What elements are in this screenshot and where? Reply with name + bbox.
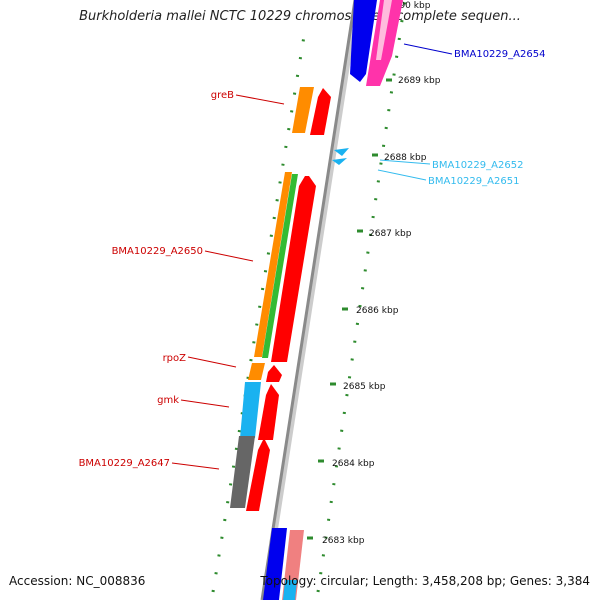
- leader-a2654: [403, 43, 453, 55]
- gene-blue-top[interactable]: [350, 0, 377, 82]
- gene-red-greb[interactable]: [310, 88, 331, 135]
- leader-a2650: [204, 250, 254, 262]
- leader-rpoz: [187, 356, 237, 368]
- tick-marks: [307, 78, 392, 540]
- leader-a2647: [171, 462, 220, 470]
- gene-red-gmk[interactable]: [258, 384, 279, 440]
- backbone-shadow: [261, 0, 360, 600]
- gene-label-greb[interactable]: greB: [211, 90, 234, 101]
- gene-label-rpoz[interactable]: rpoZ: [163, 353, 187, 364]
- topology-text: Topology: circular; Length: 3,458,208 bp…: [260, 574, 590, 588]
- backbone: [260, 0, 357, 600]
- leader-a2651: [377, 169, 427, 181]
- outer-dotted-ring: [316, 0, 407, 593]
- gene-red-rpoz[interactable]: [266, 365, 282, 382]
- tick-label-2687: 2687 kbp: [369, 229, 412, 239]
- gene-pink-light-top: [376, 0, 392, 60]
- gene-gray-a2647[interactable]: [230, 436, 255, 508]
- gene-pink-top[interactable]: [366, 0, 403, 86]
- tick-label-2688: 2688 kbp: [384, 153, 427, 163]
- tick-label-2689: 2689 kbp: [398, 76, 441, 86]
- leader-greb: [235, 94, 285, 105]
- gene-label-a2647[interactable]: BMA10229_A2647: [79, 458, 170, 469]
- map-title: Burkholderia mallei NCTC 10229 chromosom…: [79, 9, 521, 24]
- gene-cyan-bottom[interactable]: [283, 580, 297, 600]
- leader-a2652: [379, 159, 431, 165]
- gene-blue-bottom[interactable]: [263, 528, 287, 600]
- gene-red-a2647[interactable]: [246, 438, 270, 511]
- gene-orange-greb[interactable]: [292, 87, 314, 133]
- gene-cyan-a2652[interactable]: [334, 148, 349, 156]
- tick-label-2686: 2686 kbp: [356, 306, 399, 316]
- gene-label-a2650[interactable]: BMA10229_A2650: [112, 246, 203, 257]
- gene-cyan-a2651[interactable]: [332, 158, 347, 165]
- gene-orange-rpoz[interactable]: [248, 363, 265, 380]
- gene-orange-a2650[interactable]: [254, 172, 292, 357]
- gene-label-a2652[interactable]: BMA10229_A2652: [432, 160, 523, 171]
- gene-label-a2651[interactable]: BMA10229_A2651: [428, 176, 519, 187]
- gene-label-gmk[interactable]: gmk: [157, 395, 179, 406]
- tick-label-2690: 2690 kbp: [388, 1, 431, 11]
- tick-label-2685: 2685 kbp: [343, 382, 386, 392]
- tick-label-2683: 2683 kbp: [322, 536, 365, 546]
- gene-red-a2650[interactable]: [271, 176, 316, 362]
- accession-text: Accession: NC_008836: [9, 574, 146, 588]
- gene-green-a2650[interactable]: [262, 174, 298, 358]
- gene-cyan-gmk[interactable]: [240, 382, 261, 438]
- leader-gmk: [180, 399, 230, 408]
- tick-label-2684: 2684 kbp: [332, 459, 375, 469]
- gene-label-a2654[interactable]: BMA10229_A2654: [454, 49, 545, 60]
